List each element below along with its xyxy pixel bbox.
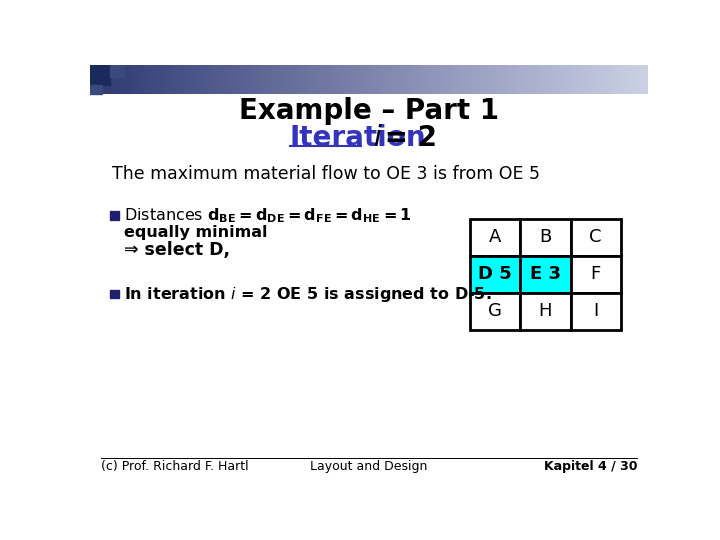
Text: Kapitel 4 / 30: Kapitel 4 / 30 [544,460,637,473]
Text: = 2: = 2 [375,124,437,152]
Text: B: B [539,228,552,246]
Bar [469,219,520,256]
Text: F: F [590,265,600,284]
Text: A: A [489,228,501,246]
Bar [520,293,570,330]
Text: I: I [593,302,598,320]
Text: H: H [539,302,552,320]
Text: Layout and Design: Layout and Design [310,460,428,473]
Bar [110,211,119,220]
Bar [520,256,570,293]
Text: Example – Part 1: Example – Part 1 [239,97,499,125]
Text: In iteration $\mathit{i}$ = 2 OE 5 is assigned to D-5.: In iteration $\mathit{i}$ = 2 OE 5 is as… [124,285,492,304]
Bar [520,219,570,256]
Bar [570,256,621,293]
Text: (c) Prof. Richard F. Hartl: (c) Prof. Richard F. Hartl [101,460,248,473]
Bar [90,85,102,94]
Bar [469,293,520,330]
Text: E 3: E 3 [530,265,561,284]
Bar [90,65,110,85]
Text: The maximum material flow to OE 3 is from OE 5: The maximum material flow to OE 3 is fro… [112,165,540,183]
Bar [110,289,119,298]
Text: D 5: D 5 [478,265,512,284]
Bar [110,65,124,77]
Bar [469,256,520,293]
Text: Iteration: Iteration [290,124,426,152]
Text: G: G [488,302,502,320]
Bar [570,219,621,256]
Text: Distances $\mathbf{d_{BE} = d_{DE} = d_{FE} = d_{HE} = 1}$: Distances $\mathbf{d_{BE} = d_{DE} = d_{… [124,206,412,225]
Text: ⇒ select D,: ⇒ select D, [124,241,230,259]
Text: equally minimal: equally minimal [124,225,268,240]
Text: C: C [590,228,602,246]
Text: $\mathit{i}$: $\mathit{i}$ [364,124,383,152]
Bar [570,293,621,330]
